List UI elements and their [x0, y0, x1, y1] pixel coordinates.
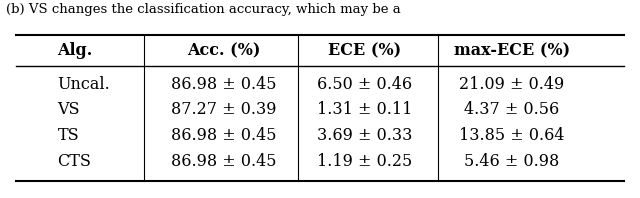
Text: 86.98 ± 0.45: 86.98 ± 0.45	[172, 76, 276, 93]
Text: TS: TS	[58, 127, 79, 144]
Text: Uncal.: Uncal.	[58, 76, 110, 93]
Text: 3.69 ± 0.33: 3.69 ± 0.33	[317, 127, 413, 144]
Text: 86.98 ± 0.45: 86.98 ± 0.45	[172, 153, 276, 170]
Text: 13.85 ± 0.64: 13.85 ± 0.64	[460, 127, 564, 144]
Text: Alg.: Alg.	[58, 42, 93, 59]
Text: max-ECE (%): max-ECE (%)	[454, 42, 570, 59]
Text: 5.46 ± 0.98: 5.46 ± 0.98	[465, 153, 559, 170]
Text: CTS: CTS	[58, 153, 92, 170]
Text: 86.98 ± 0.45: 86.98 ± 0.45	[172, 127, 276, 144]
Text: 87.27 ± 0.39: 87.27 ± 0.39	[172, 101, 276, 118]
Text: VS: VS	[58, 101, 80, 118]
Text: 1.19 ± 0.25: 1.19 ± 0.25	[317, 153, 412, 170]
Text: Acc. (%): Acc. (%)	[188, 42, 260, 59]
Text: ECE (%): ECE (%)	[328, 42, 401, 59]
Text: (b) VS changes the classification accuracy, which may be a: (b) VS changes the classification accura…	[6, 3, 401, 16]
Text: 1.31 ± 0.11: 1.31 ± 0.11	[317, 101, 413, 118]
Text: 6.50 ± 0.46: 6.50 ± 0.46	[317, 76, 412, 93]
Text: 4.37 ± 0.56: 4.37 ± 0.56	[465, 101, 559, 118]
Text: 21.09 ± 0.49: 21.09 ± 0.49	[460, 76, 564, 93]
